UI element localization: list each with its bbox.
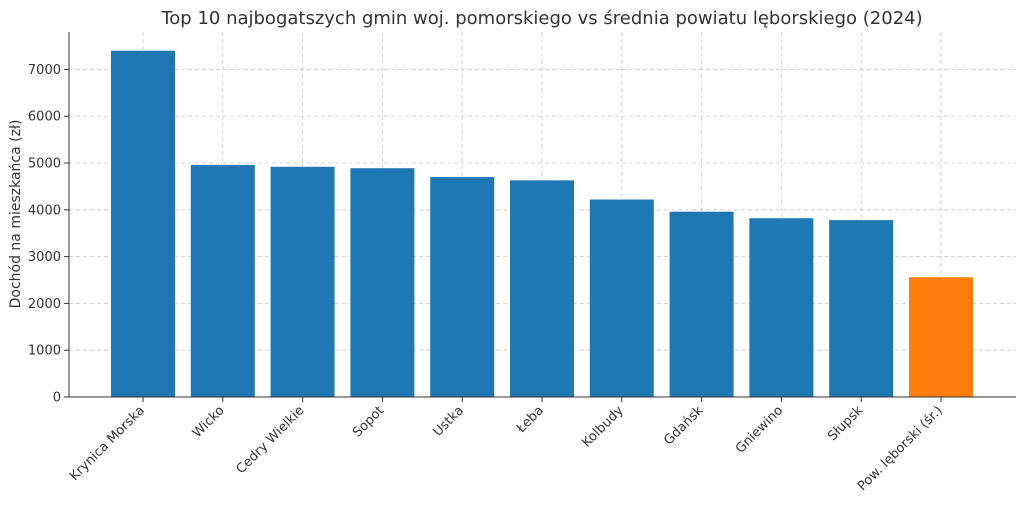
x-tick-label: Wicko <box>190 403 228 441</box>
bar-gdańsk <box>669 211 734 397</box>
bar-krynica-morska <box>111 50 175 397</box>
x-tick-label: Słupsk <box>825 403 866 444</box>
y-axis: 0 1000 2000 3000 4000 5000 6000 7000 <box>28 32 70 406</box>
bar-cedry-wielkie <box>270 166 335 397</box>
bars <box>111 50 973 397</box>
bar-słupsk <box>829 220 894 397</box>
x-tick-label: Kolbudy <box>579 403 627 451</box>
y-axis-label: Dochód na mieszkańca (zł) <box>8 120 24 309</box>
y-tick-label: 1000 <box>28 344 61 359</box>
y-tick-label: 6000 <box>28 110 61 125</box>
bar-łeba <box>510 180 574 397</box>
bar-pow-lęborski-śr <box>909 277 973 397</box>
x-tick-label: Gniewino <box>733 403 786 456</box>
y-tick-label: 2000 <box>28 297 61 312</box>
bar-wicko <box>190 164 255 397</box>
y-tick-label: 5000 <box>28 157 61 172</box>
x-tick-label: Krynica Morska <box>67 403 148 484</box>
x-tick-label: Ustka <box>431 403 468 440</box>
x-tick-label: Cedry Wielkie <box>234 403 308 477</box>
y-tick-label: 3000 <box>28 250 61 265</box>
y-tick-label: 7000 <box>28 63 61 78</box>
x-tick-label: Gdańsk <box>661 403 706 448</box>
bar-kolbudy <box>589 199 654 397</box>
bar-gniewino <box>749 218 814 397</box>
x-axis: Krynica Morska Wicko Cedry Wielkie Sopot Ust… <box>67 396 1016 494</box>
bar-ustka <box>430 177 495 397</box>
y-tick-label: 0 <box>53 391 61 406</box>
x-tick-label: Łeba <box>513 403 547 437</box>
x-tick-label: Sopot <box>350 403 387 440</box>
chart-title: Top 10 najbogatszych gmin woj. pomorskie… <box>160 8 922 29</box>
bar-sopot <box>350 168 415 397</box>
y-tick-label: 4000 <box>28 203 61 218</box>
x-tick-label: Pow. lęborski (śr.) <box>855 403 946 494</box>
